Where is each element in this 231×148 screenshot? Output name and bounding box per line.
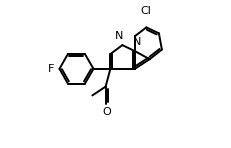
- Text: F: F: [48, 64, 54, 74]
- Text: O: O: [102, 107, 110, 117]
- Text: N: N: [133, 37, 141, 47]
- Text: N: N: [115, 31, 123, 41]
- Text: Cl: Cl: [140, 5, 150, 16]
